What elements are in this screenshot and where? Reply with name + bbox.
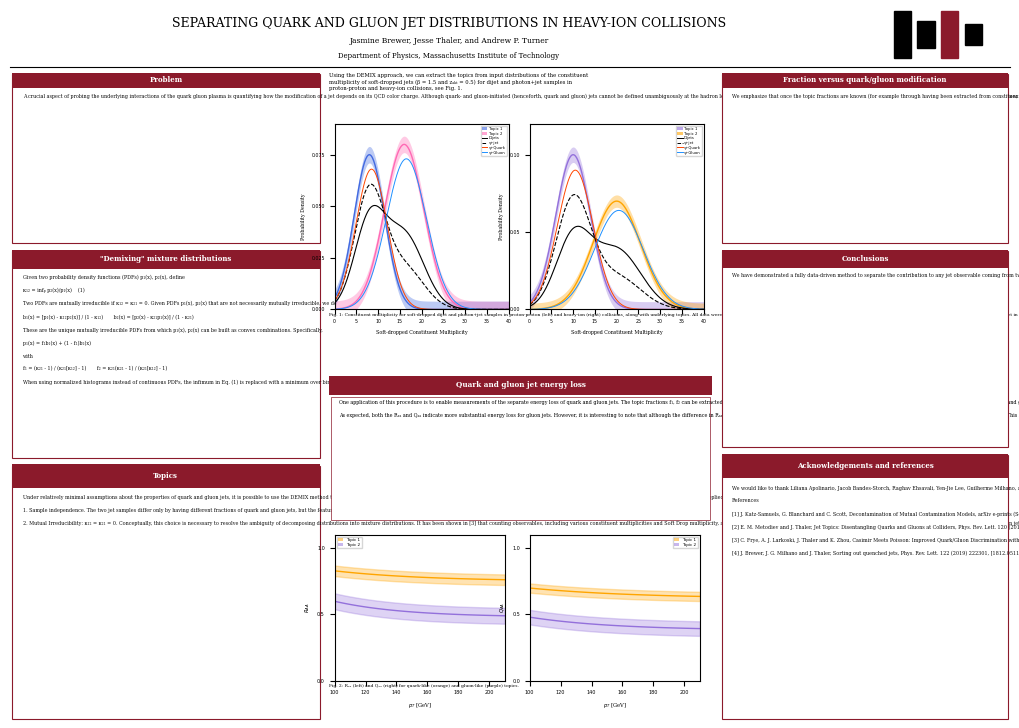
FancyBboxPatch shape <box>720 454 1008 478</box>
FancyBboxPatch shape <box>331 397 709 520</box>
Text: Given two probability density functions (PDFs) p₁(x), p₂(x), define

κ₁₂ = infₚ : Given two probability density functions … <box>22 274 395 385</box>
Y-axis label: Probability Density: Probability Density <box>301 194 306 240</box>
Text: Topics: Topics <box>153 472 178 480</box>
Text: Using the DEMIX approach, we can extract the topics from input distributions of : Using the DEMIX approach, we can extract… <box>329 73 588 91</box>
Text: Acknowledgements and references: Acknowledgements and references <box>796 462 932 470</box>
Text: Quark and gluon jet energy loss: Quark and gluon jet energy loss <box>455 381 585 389</box>
Bar <box>941 12 958 58</box>
Text: SEPARATING QUARK AND GLUON JET DISTRIBUTIONS IN HEAVY-ION COLLISIONS: SEPARATING QUARK AND GLUON JET DISTRIBUT… <box>171 17 726 31</box>
FancyBboxPatch shape <box>329 376 711 395</box>
Text: We have demonstrated a fully data-driven method to separate the contribution to : We have demonstrated a fully data-driven… <box>731 274 1019 279</box>
Text: Under relatively minimal assumptions about the properties of quark and gluon jet: Under relatively minimal assumptions abo… <box>22 495 1019 526</box>
Bar <box>964 24 981 45</box>
Text: We would like to thank Liliana Apolinario, Jacob Bandes-Storch, Raghav Ehsavali,: We would like to thank Liliana Apolinari… <box>731 486 1019 556</box>
Text: Jasmine Brewer, Jesse Thaler, and Andrew P. Turner: Jasmine Brewer, Jesse Thaler, and Andrew… <box>348 37 548 45</box>
Text: Fig. 2: Rₐₐ (left) and Qₐₐ (right) for quark-like (orange) and gluon-like (purpl: Fig. 2: Rₐₐ (left) and Qₐₐ (right) for q… <box>329 684 519 688</box>
FancyBboxPatch shape <box>720 73 1008 88</box>
Y-axis label: $Q_{AA}$: $Q_{AA}$ <box>497 602 506 614</box>
FancyBboxPatch shape <box>720 74 1008 243</box>
Text: Department of Physics, Massachusetts Institute of Technology: Department of Physics, Massachusetts Ins… <box>338 52 558 60</box>
Y-axis label: Probability Density: Probability Density <box>498 194 503 240</box>
Text: Fraction versus quark/gluon modification: Fraction versus quark/gluon modification <box>783 76 946 84</box>
X-axis label: Soft-dropped Constituent Multiplicity: Soft-dropped Constituent Multiplicity <box>375 330 467 335</box>
Text: Fig. 1: Constituent multiplicity for soft-dropped dijet and photon+jet samples i: Fig. 1: Constituent multiplicity for sof… <box>329 313 1019 317</box>
FancyBboxPatch shape <box>720 455 1008 719</box>
FancyBboxPatch shape <box>12 73 319 88</box>
X-axis label: $p_T$ [GeV]: $p_T$ [GeV] <box>602 701 627 710</box>
FancyBboxPatch shape <box>12 466 319 719</box>
X-axis label: $p_T$ [GeV]: $p_T$ [GeV] <box>408 701 431 710</box>
Text: One application of this procedure is to enable measurements of the separate ener: One application of this procedure is to … <box>338 400 1019 418</box>
Text: "Demixing" mixture distributions: "Demixing" mixture distributions <box>100 255 231 263</box>
Text: We emphasize that once the topic fractions are known (for example through having: We emphasize that once the topic fractio… <box>731 93 1019 98</box>
Legend: Topic 1, Topic 2, Dijets, γ+jet, γ+Quark, γ+Gluon: Topic 1, Topic 2, Dijets, γ+jet, γ+Quark… <box>676 126 701 156</box>
Text: A crucial aspect of probing the underlying interactions of the quark gluon plasm: A crucial aspect of probing the underlyi… <box>22 93 1019 98</box>
Legend: Topic 1, Topic 2: Topic 1, Topic 2 <box>673 537 697 548</box>
Legend: Topic 1, Topic 2: Topic 1, Topic 2 <box>336 537 362 548</box>
Y-axis label: $R_{AA}$: $R_{AA}$ <box>303 603 311 613</box>
FancyBboxPatch shape <box>12 74 319 243</box>
FancyBboxPatch shape <box>12 464 319 488</box>
FancyBboxPatch shape <box>720 250 1008 447</box>
FancyBboxPatch shape <box>12 250 319 458</box>
Bar <box>893 12 910 58</box>
Bar <box>916 21 933 48</box>
FancyBboxPatch shape <box>720 250 1008 267</box>
FancyBboxPatch shape <box>12 250 319 269</box>
Text: Problem: Problem <box>149 76 182 84</box>
Text: Conclusions: Conclusions <box>841 255 888 263</box>
Legend: Topic 1, Topic 2, Dijets, γ+jet, γ+Quark, γ+Gluon: Topic 1, Topic 2, Dijets, γ+jet, γ+Quark… <box>481 126 506 156</box>
X-axis label: Soft-dropped Constituent Multiplicity: Soft-dropped Constituent Multiplicity <box>571 330 661 335</box>
